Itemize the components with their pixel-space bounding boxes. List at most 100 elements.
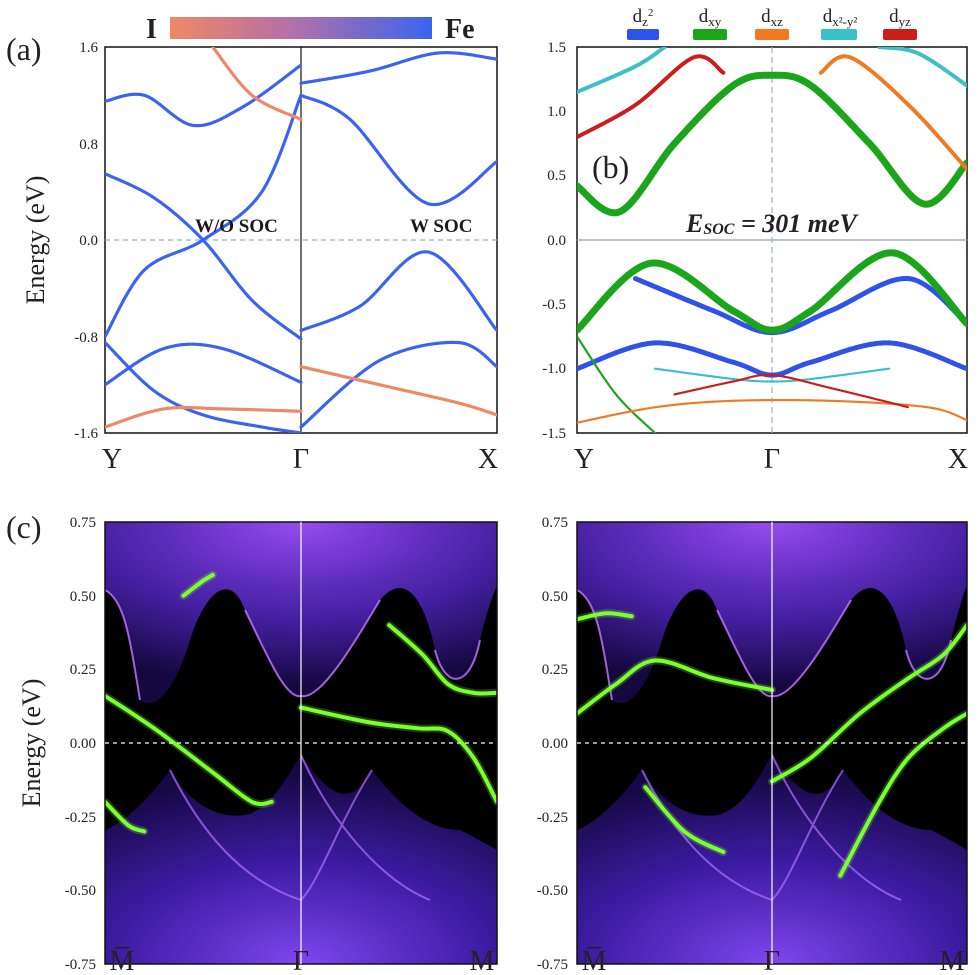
panel-c-right-yticks: 0.75 0.50 0.25 0.00 -0.25 -0.50 -0.75 <box>537 515 568 973</box>
ytick: 0.8 <box>79 137 98 153</box>
orbital-band-dxz-upper <box>818 54 967 172</box>
legend-entry-dxz: dxz <box>755 6 789 40</box>
ytick: 0.25 <box>542 662 568 678</box>
panel-c-left: 0.75 0.50 0.25 0.00 -0.25 -0.50 -0.75 M̅… <box>65 515 498 975</box>
annotation-wo-soc: W/O SOC <box>195 216 278 237</box>
continuum-highlight <box>169 754 431 901</box>
panel-c-left-edge-states <box>105 571 497 836</box>
orbital-band-dx2y2-lower <box>653 367 891 383</box>
legend-label: dx²-y² <box>823 6 858 29</box>
legend-entry-dz2: dz2 <box>627 6 659 40</box>
band-line-woSOC-6 <box>105 405 303 429</box>
ytick: 0.75 <box>70 515 96 531</box>
band-line-woSOC-3 <box>105 63 303 128</box>
panel-c-label: (c) <box>6 509 42 545</box>
panel-c-ylabel: Energy (eV) <box>17 679 46 808</box>
edge-state-1 <box>299 705 497 804</box>
edge-state-0 <box>577 658 774 716</box>
legend-swatch <box>693 29 727 40</box>
colorbar-gradient <box>170 17 432 39</box>
edge-state-0 <box>105 693 274 807</box>
band-line-wSOC-2 <box>299 93 497 207</box>
panel-a-xticks: Y Γ X <box>102 444 498 475</box>
panel-a-yticks: 1.6 0.8 0.0 -0.8 -1.6 <box>74 40 98 442</box>
ytick: 1.6 <box>79 40 98 56</box>
xtick-M-bar: M̅ <box>582 946 607 975</box>
legend-entry-dxy: dxy <box>693 6 727 40</box>
ytick: 0.75 <box>542 515 568 531</box>
ytick: 0.50 <box>70 589 96 605</box>
ytick: -0.75 <box>65 957 96 973</box>
band-line-wSOC-3 <box>299 340 497 429</box>
edge-state-2 <box>387 623 497 696</box>
panel-b-bands <box>577 47 967 433</box>
panel-a-label: (a) <box>6 31 42 67</box>
panel-a-bands <box>105 47 497 433</box>
band-line-wSOC-5 <box>299 51 497 85</box>
continuum-highlight <box>105 589 481 701</box>
ytick: -0.50 <box>537 883 568 899</box>
ytick: 0.0 <box>547 233 566 249</box>
xtick-X: X <box>478 444 498 475</box>
esoc-annotation: ESOC = 301 meV <box>685 209 860 238</box>
xtick-M: M <box>470 946 495 975</box>
ytick: -1.6 <box>74 426 98 442</box>
panel-c-right: 0.75 0.50 0.25 0.00 -0.25 -0.50 -0.75 M̅… <box>537 515 968 975</box>
legend-label: dxz <box>761 6 783 29</box>
orbital-band-dxy-lower <box>577 335 657 433</box>
panel-b-yticks: 1.5 1.0 0.5 0.0 -0.5 -1.0 -1.5 <box>542 40 566 442</box>
legend-entry-dyz: dyz <box>883 6 917 40</box>
band-line-woSOC-4 <box>105 342 303 387</box>
orbital-band-dxy-upper <box>577 71 967 217</box>
legend-swatch <box>755 29 789 40</box>
legend-swatch <box>883 29 917 40</box>
band-line-woSOC-2 <box>105 172 303 341</box>
panel-a: (a) I Fe W/O SOC W SOC 1.6 0.8 0.0 -0.8 … <box>6 14 498 475</box>
ytick: 0.5 <box>547 168 566 184</box>
xtick-gamma: Γ <box>764 444 780 475</box>
orbital-band-dyz-upper <box>577 54 726 140</box>
legend-label: dxy <box>699 6 722 29</box>
ytick: 0.0 <box>79 233 98 249</box>
panel-b: dz2 dxy dxz dx²-y² <box>542 6 968 475</box>
orbital-band-dxy-valence <box>577 249 967 334</box>
orbital-band-dz2-valence <box>633 276 967 336</box>
orbital-band-dx2y2-upper <box>577 47 667 94</box>
xtick-X: X <box>948 444 968 475</box>
panel-c-right-edge-states <box>577 609 967 880</box>
colorbar: I Fe <box>146 14 475 45</box>
band-line-woSOC-5 <box>105 340 303 433</box>
orbital-legend: dz2 dxy dxz dx²-y² <box>627 6 917 40</box>
ytick: -1.0 <box>542 361 566 377</box>
edge-state-2 <box>838 711 967 878</box>
edge-state-4 <box>181 573 215 598</box>
ytick: -0.75 <box>537 957 568 973</box>
band-line-wSOC-4 <box>299 365 497 417</box>
edge-state-4 <box>577 611 634 622</box>
orbital-band-dyz-lower <box>673 373 910 409</box>
colorbar-right-label: Fe <box>445 14 475 45</box>
ytick: -0.5 <box>542 297 566 313</box>
legend-swatch <box>627 29 659 40</box>
legend-label: dz2 <box>633 6 654 29</box>
panel-a-ylabel: Energy (eV) <box>21 176 50 305</box>
edge-state-1 <box>770 623 967 784</box>
ytick: -0.8 <box>74 330 98 346</box>
ytick: 0.50 <box>542 589 568 605</box>
orbital-band-dx2y2-upper-r <box>877 47 967 88</box>
legend-swatch <box>821 29 857 40</box>
xtick-gamma: Γ <box>293 444 309 475</box>
ytick: -0.25 <box>65 810 96 826</box>
ytick: 0.00 <box>70 736 96 752</box>
ytick: 0.00 <box>542 736 568 752</box>
panel-c-right-xticks: M̅ Γ M <box>582 946 965 975</box>
panel-c-left-yticks: 0.75 0.50 0.25 0.00 -0.25 -0.50 -0.75 <box>65 515 96 973</box>
ytick: -1.5 <box>542 426 566 442</box>
ytick: 1.5 <box>547 40 566 56</box>
ytick: 0.25 <box>70 662 96 678</box>
legend-entry-dx2y2: dx²-y² <box>821 6 857 40</box>
ytick: 1.0 <box>547 104 566 120</box>
edge-state-3 <box>105 799 147 834</box>
xtick-Y: Y <box>574 444 594 475</box>
band-line-wSOC-1 <box>299 250 497 333</box>
